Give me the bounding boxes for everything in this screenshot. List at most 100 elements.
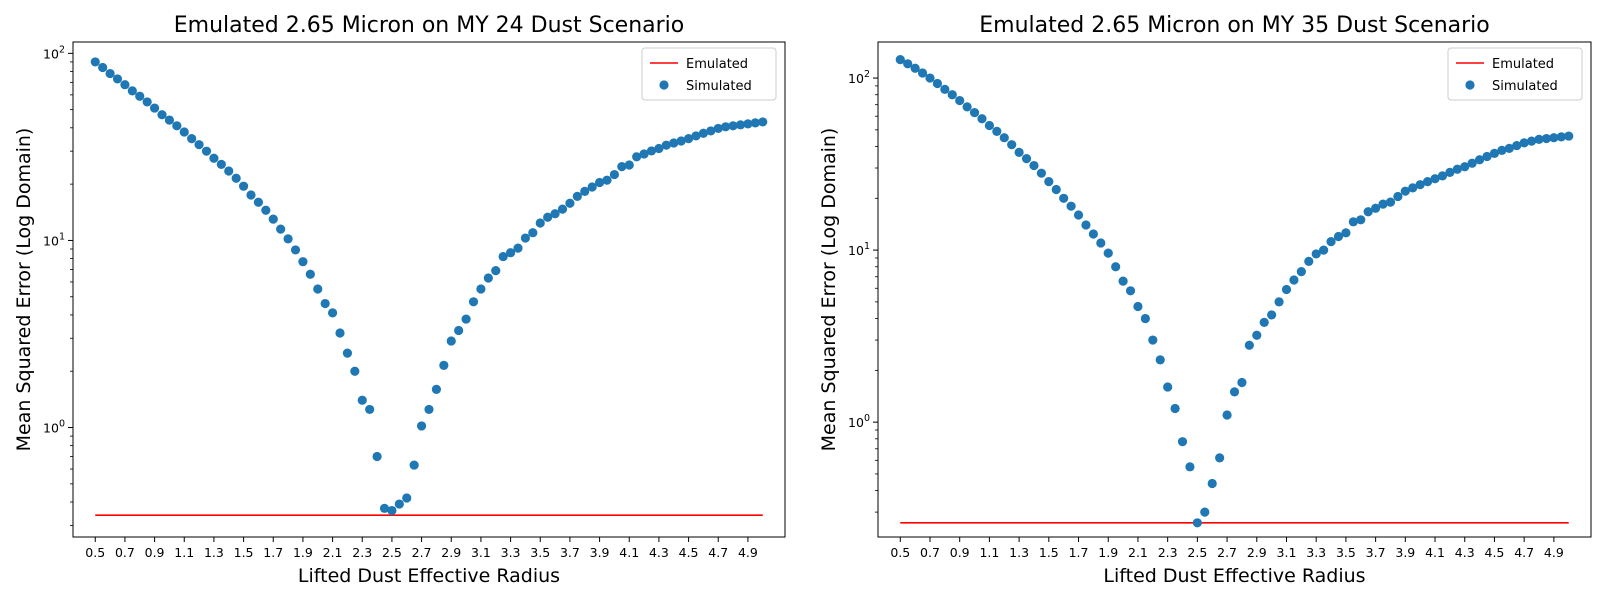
simulated-point	[669, 138, 679, 148]
x-tick-label: 3.9	[1395, 545, 1415, 560]
x-tick-label: 1.5	[1039, 545, 1059, 560]
simulated-point	[305, 269, 315, 279]
simulated-point	[1326, 237, 1336, 247]
x-tick-label: 4.1	[619, 545, 639, 560]
simulated-point	[409, 460, 419, 470]
legend-emulated-label: Emulated	[1492, 57, 1554, 72]
x-tick-label: 3.5	[1336, 545, 1356, 560]
simulated-point	[127, 86, 137, 96]
simulated-point	[925, 73, 935, 83]
x-tick-label: 2.9	[441, 545, 461, 560]
x-tick-label: 2.7	[412, 545, 432, 560]
simulated-point	[632, 152, 642, 162]
x-tick-label: 4.7	[708, 545, 728, 560]
simulated-point	[580, 186, 590, 196]
x-tick-label: 2.3	[352, 545, 372, 560]
simulated-point	[468, 297, 479, 307]
simulated-point	[224, 166, 234, 176]
x-tick-label: 2.5	[382, 545, 402, 560]
plot-frame	[72, 41, 786, 538]
simulated-point	[1133, 301, 1143, 312]
chart-title: Emulated 2.65 Micron on MY 35 Dust Scena…	[979, 13, 1490, 38]
simulated-point	[1304, 256, 1314, 266]
simulated-point	[1096, 238, 1106, 248]
x-tick-label: 2.1	[323, 545, 343, 560]
simulated-point	[283, 234, 293, 244]
simulated-point	[1526, 136, 1537, 146]
simulated-point	[1148, 335, 1158, 345]
simulated-point	[940, 84, 950, 94]
x-tick-label: 1.3	[1009, 545, 1029, 560]
x-tick-label: 2.1	[1128, 545, 1148, 560]
simulated-point	[1319, 245, 1329, 255]
simulated-point	[1296, 266, 1306, 277]
simulated-point	[1170, 403, 1180, 414]
x-tick-label: 1.1	[979, 545, 999, 560]
x-tick-label: 0.7	[115, 545, 135, 560]
simulated-point	[379, 503, 390, 513]
simulated-point	[416, 421, 427, 431]
simulated-point	[1073, 210, 1084, 220]
simulated-point	[313, 284, 323, 294]
simulated-point	[194, 140, 204, 150]
simulated-point	[735, 120, 746, 130]
simulated-point	[1103, 248, 1113, 258]
simulated-point	[216, 159, 226, 169]
simulated-point	[1267, 310, 1277, 320]
simulated-point	[962, 102, 972, 112]
simulated-point	[1556, 132, 1566, 142]
simulated-point	[1252, 330, 1262, 340]
simulated-point	[1512, 140, 1522, 151]
simulated-point	[1014, 147, 1024, 157]
simulated-point	[164, 115, 175, 125]
simulated-point	[528, 228, 538, 238]
simulated-point	[157, 110, 167, 120]
simulated-point	[1534, 134, 1544, 144]
legend-simulated-swatch	[1465, 80, 1475, 90]
x-tick-label: 3.3	[501, 545, 521, 560]
simulated-point	[172, 121, 182, 131]
simulated-point	[969, 107, 980, 118]
simulated-point	[505, 248, 516, 258]
simulated-point	[1408, 183, 1418, 193]
x-tick-label: 1.7	[263, 545, 283, 560]
x-tick-label: 3.1	[1277, 545, 1297, 560]
simulated-point	[594, 177, 605, 188]
simulated-point	[1333, 231, 1344, 242]
simulated-point	[691, 131, 701, 141]
x-tick-label: 3.5	[530, 545, 550, 560]
simulated-point	[1051, 184, 1061, 195]
simulated-point	[142, 97, 152, 107]
x-tick-label: 3.3	[1306, 545, 1326, 560]
y-tick-label: 100	[43, 419, 65, 436]
simulated-point	[483, 273, 493, 283]
simulated-point	[135, 91, 145, 101]
simulated-point	[238, 181, 249, 191]
x-tick-label: 2.9	[1247, 545, 1267, 560]
legend-box	[641, 47, 777, 101]
simulated-point	[90, 57, 100, 67]
simulated-point	[1452, 164, 1462, 174]
simulated-point	[984, 120, 995, 131]
simulated-point	[298, 257, 308, 267]
simulated-point	[602, 175, 612, 185]
simulated-point	[290, 245, 301, 255]
x-tick-label: 0.9	[145, 545, 165, 560]
simulated-point	[1519, 138, 1529, 148]
simulated-point	[201, 146, 212, 156]
simulated-point	[1200, 507, 1210, 517]
simulated-point	[646, 146, 657, 156]
simulated-point	[1059, 193, 1069, 203]
simulated-point	[1215, 453, 1225, 463]
legend-emulated-label: Emulated	[686, 57, 748, 72]
simulated-point	[320, 298, 330, 309]
simulated-point	[947, 90, 957, 100]
simulated-point	[1371, 203, 1381, 213]
x-axis-label: Lifted Dust Effective Radius	[1103, 565, 1365, 587]
simulated-point	[713, 123, 723, 134]
x-tick-label: 4.3	[649, 545, 669, 560]
simulated-point	[932, 78, 943, 89]
simulated-point	[1244, 340, 1254, 350]
y-tick-label: 100	[848, 413, 870, 430]
